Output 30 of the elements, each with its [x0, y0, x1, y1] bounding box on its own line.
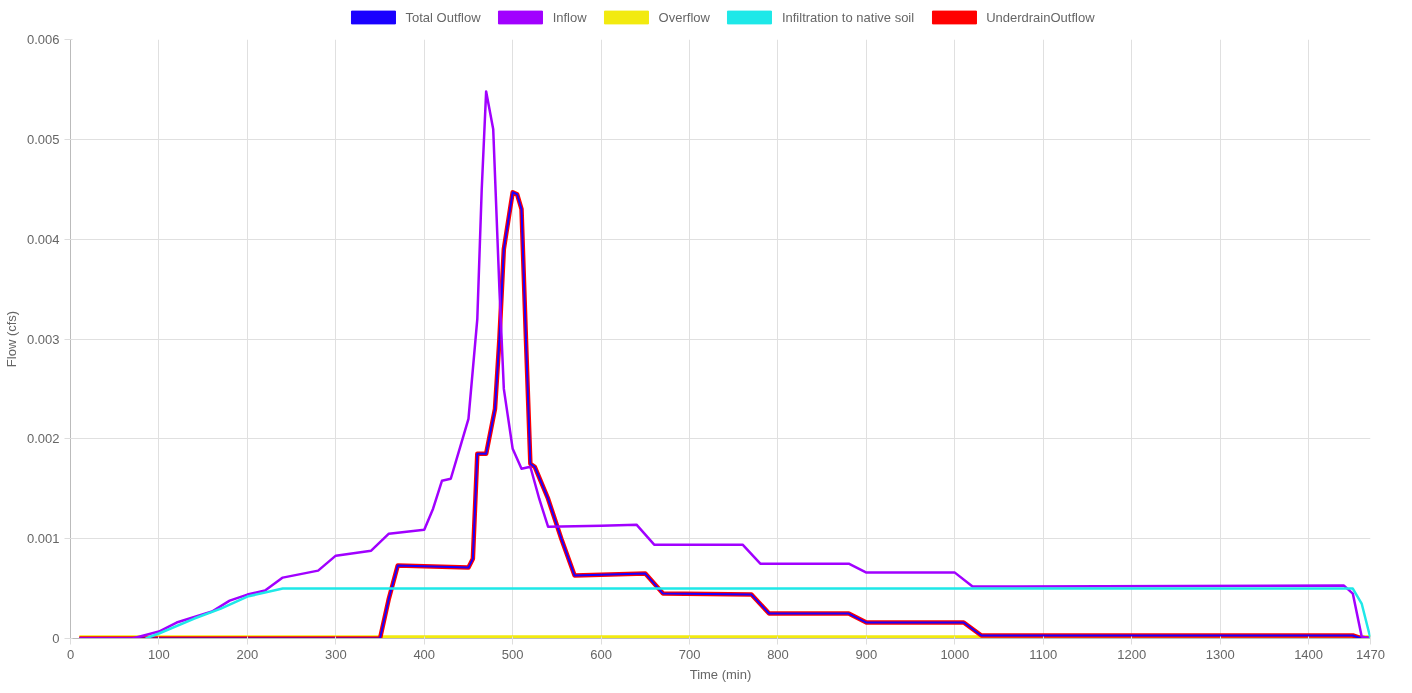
y-tick-label: 0 — [52, 631, 60, 646]
legend-label: Inflow — [552, 9, 587, 25]
x-tick-label: 0 — [66, 646, 75, 662]
legend-label: UnderdrainOutflow — [986, 9, 1095, 25]
x-tick-label: 800 — [767, 646, 789, 662]
y-tick-label: 0.004 — [26, 231, 60, 247]
y-tick-label: 0.005 — [26, 131, 60, 147]
x-tick-label: 1100 — [1029, 646, 1058, 662]
y-axis-title: Flow (cfs) — [3, 310, 19, 368]
y-tick-label: 0.003 — [26, 331, 60, 347]
x-axis-title: Time (min) — [689, 666, 752, 682]
legend-label: Infiltration to native soil — [781, 9, 915, 25]
legend-label: Total Outflow — [405, 9, 481, 25]
x-tick-label: 1470 — [1356, 646, 1385, 662]
x-tick-label: 1400 — [1294, 646, 1324, 662]
y-tick-label: 0.001 — [26, 531, 60, 547]
x-tick-label: 300 — [324, 646, 347, 662]
x-tick-label: 1300 — [1205, 646, 1235, 662]
x-tick-label: 1200 — [1117, 646, 1147, 662]
x-tick-label: 1000 — [940, 646, 970, 662]
x-tick-label: 200 — [236, 646, 259, 662]
y-tick-label: 0.006 — [26, 32, 60, 47]
x-tick-label: 100 — [148, 646, 170, 662]
x-tick-label: 400 — [413, 646, 436, 662]
x-tick-label: 700 — [678, 646, 701, 662]
x-tick-label: 600 — [590, 646, 612, 662]
x-tick-label: 900 — [855, 646, 878, 662]
y-tick-label: 0.002 — [26, 431, 60, 447]
x-tick-label: 500 — [501, 646, 524, 662]
legend-label: Overflow — [658, 9, 710, 25]
